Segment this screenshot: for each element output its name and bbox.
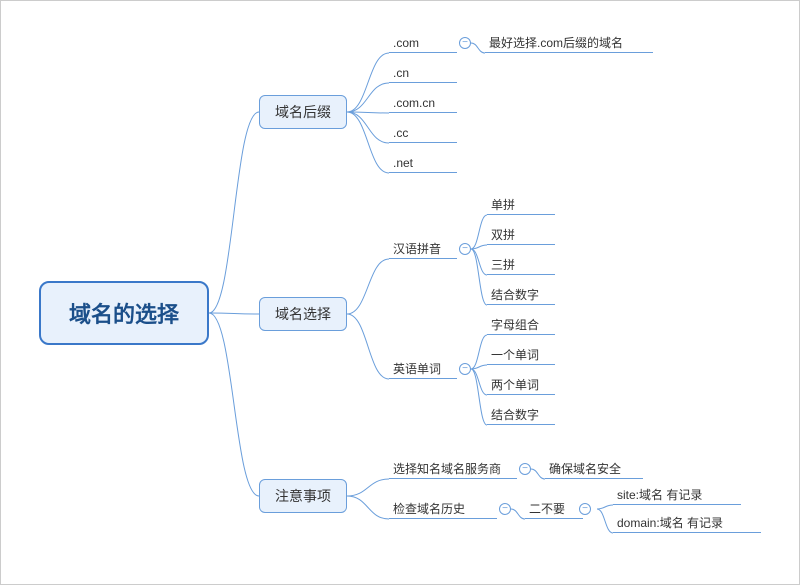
- node-label: 域名的选择: [69, 297, 179, 329]
- leaf-node: 双拼: [487, 225, 555, 245]
- leaf-node: 字母组合: [487, 315, 555, 335]
- node-label: 双拼: [491, 226, 515, 243]
- node-label: .cn: [393, 66, 409, 80]
- leaf-node: 二不要: [525, 499, 583, 519]
- node-label: domain:域名 有记录: [617, 514, 723, 531]
- leaf-node: .net: [389, 153, 457, 173]
- node-label: 检查域名历史: [393, 500, 465, 517]
- node-label: 域名选择: [275, 304, 331, 324]
- collapse-toggle-icon[interactable]: −: [579, 503, 591, 515]
- root-node: 域名的选择: [39, 281, 209, 345]
- node-label: 字母组合: [491, 316, 539, 333]
- node-label: 单拼: [491, 196, 515, 213]
- leaf-node: 结合数字: [487, 285, 555, 305]
- leaf-node: site:域名 有记录: [613, 485, 741, 505]
- node-label: 确保域名安全: [549, 460, 621, 477]
- node-label: 一个单词: [491, 346, 539, 363]
- collapse-toggle-icon[interactable]: −: [459, 363, 471, 375]
- collapse-toggle-icon[interactable]: −: [499, 503, 511, 515]
- node-label: 注意事项: [275, 486, 331, 506]
- leaf-node: 选择知名域名服务商: [389, 459, 517, 479]
- leaf-node: 三拼: [487, 255, 555, 275]
- collapse-toggle-icon[interactable]: −: [519, 463, 531, 475]
- branch-node: 域名后缀: [259, 95, 347, 129]
- leaf-node: 英语单词: [389, 359, 457, 379]
- leaf-node: 一个单词: [487, 345, 555, 365]
- leaf-node: 汉语拼音: [389, 239, 457, 259]
- collapse-toggle-icon[interactable]: −: [459, 243, 471, 255]
- node-label: .net: [393, 156, 413, 170]
- leaf-node: 检查域名历史: [389, 499, 497, 519]
- node-label: site:域名 有记录: [617, 486, 702, 503]
- node-label: 三拼: [491, 256, 515, 273]
- node-label: 结合数字: [491, 406, 539, 423]
- leaf-node: .com.cn: [389, 93, 457, 113]
- leaf-node: .com: [389, 33, 457, 53]
- node-label: .com: [393, 36, 419, 50]
- node-label: 汉语拼音: [393, 240, 441, 257]
- node-label: 选择知名域名服务商: [393, 460, 501, 477]
- branch-node: 域名选择: [259, 297, 347, 331]
- branch-node: 注意事项: [259, 479, 347, 513]
- leaf-node: 结合数字: [487, 405, 555, 425]
- node-label: 最好选择.com后缀的域名: [489, 34, 623, 51]
- node-label: 两个单词: [491, 376, 539, 393]
- node-label: 英语单词: [393, 360, 441, 377]
- leaf-node: .cc: [389, 123, 457, 143]
- collapse-toggle-icon[interactable]: −: [459, 37, 471, 49]
- leaf-node: .cn: [389, 63, 457, 83]
- leaf-node: 两个单词: [487, 375, 555, 395]
- leaf-node: domain:域名 有记录: [613, 513, 761, 533]
- leaf-node: 单拼: [487, 195, 555, 215]
- node-label: 结合数字: [491, 286, 539, 303]
- node-label: 域名后缀: [275, 102, 331, 122]
- node-label: .com.cn: [393, 96, 435, 110]
- node-label: .cc: [393, 126, 408, 140]
- leaf-node: 确保域名安全: [545, 459, 643, 479]
- leaf-node: 最好选择.com后缀的域名: [485, 33, 653, 53]
- node-label: 二不要: [529, 500, 565, 517]
